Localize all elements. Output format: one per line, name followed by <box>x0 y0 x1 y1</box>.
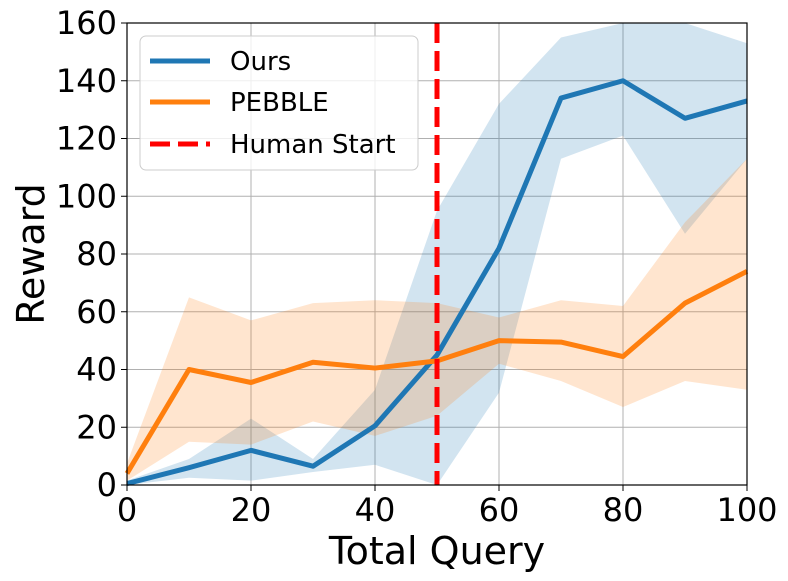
x-tick-label: 40 <box>355 491 396 529</box>
x-axis-label: Total Query <box>328 529 545 573</box>
y-tick-label: 160 <box>56 4 117 42</box>
legend-label-human-start: Human Start <box>230 130 396 160</box>
y-tick-label: 120 <box>56 120 117 158</box>
y-tick-label: 40 <box>76 351 117 389</box>
y-tick-label: 100 <box>56 177 117 215</box>
legend: Ours PEBBLE Human Start <box>139 35 419 171</box>
x-axis-ticks: 0 20 40 60 80 100 <box>117 485 778 529</box>
legend-label-pebble: PEBBLE <box>230 88 329 118</box>
y-tick-label: 60 <box>76 293 117 331</box>
y-tick-label: 80 <box>76 235 117 273</box>
y-tick-label: 20 <box>76 408 117 446</box>
legend-label-ours: Ours <box>230 47 291 77</box>
x-tick-label: 80 <box>603 491 644 529</box>
x-tick-label: 60 <box>479 491 520 529</box>
y-tick-label: 0 <box>97 466 117 504</box>
y-tick-label: 140 <box>56 62 117 100</box>
x-tick-label: 20 <box>231 491 272 529</box>
y-axis-ticks: 0 20 40 60 80 100 120 140 160 <box>56 4 127 504</box>
line-ours <box>126 78 748 486</box>
y-axis-label: Reward <box>9 183 53 325</box>
x-tick-label: 0 <box>117 491 137 529</box>
x-tick-label: 100 <box>716 491 777 529</box>
legend-box <box>139 35 419 171</box>
